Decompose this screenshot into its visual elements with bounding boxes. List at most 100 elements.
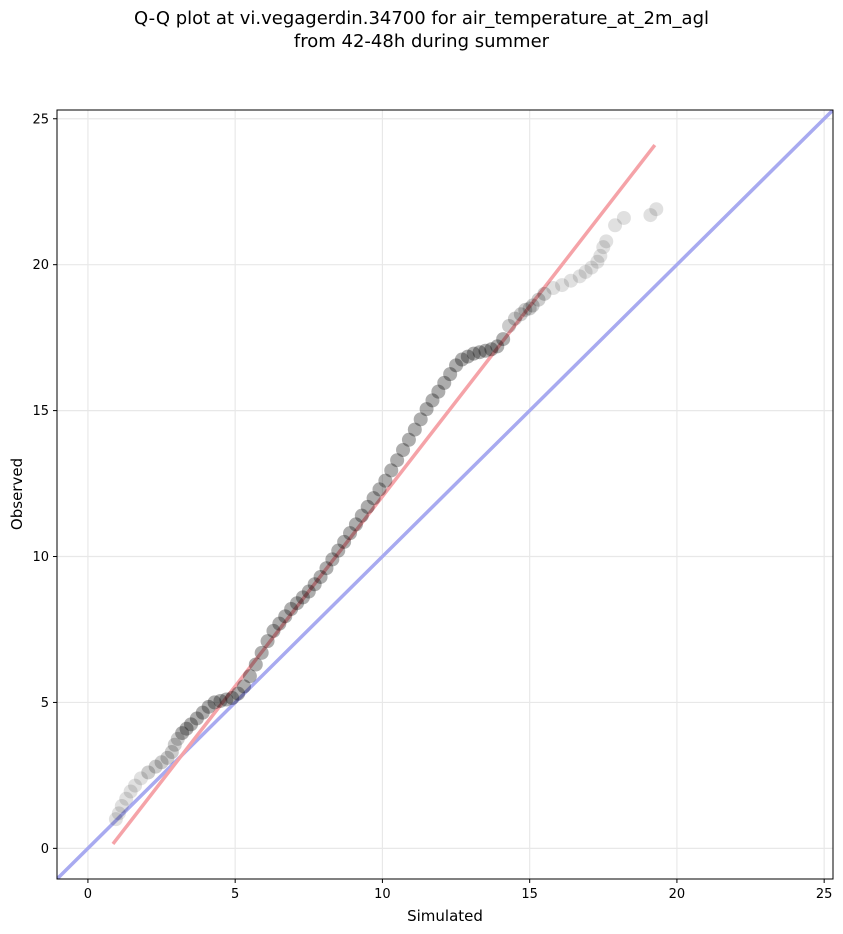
data-point [643, 208, 658, 223]
y-tick-label: 0 [41, 842, 49, 857]
data-point [596, 240, 611, 255]
data-point [183, 717, 198, 732]
data-point [425, 393, 440, 408]
data-point [164, 745, 179, 760]
data-point [490, 339, 505, 354]
data-point [266, 623, 281, 638]
data-point [278, 609, 293, 624]
data-point [472, 345, 487, 360]
data-point [225, 691, 240, 706]
y-tick-label: 25 [32, 112, 49, 127]
plot-area [57, 110, 833, 879]
data-point [114, 799, 129, 814]
y-axis-label: Observed [8, 458, 26, 530]
data-point [119, 791, 134, 806]
data-point [454, 352, 469, 367]
data-point [537, 286, 552, 301]
data-point [366, 491, 381, 506]
plot-frame [56, 109, 834, 880]
data-point [201, 699, 216, 714]
data-point [248, 657, 263, 672]
data-point [525, 298, 540, 313]
x-tick-label: 5 [231, 887, 239, 902]
data-point [175, 726, 190, 741]
data-point [478, 343, 493, 358]
data-point [290, 596, 305, 611]
data-point [466, 346, 481, 361]
data-point [599, 234, 614, 249]
data-point [384, 463, 399, 478]
data-point [331, 543, 346, 558]
data-point [237, 679, 252, 694]
data-point [111, 806, 126, 821]
data-point [460, 349, 475, 364]
data-point [396, 442, 411, 457]
data-point [128, 778, 143, 793]
data-point [546, 281, 561, 296]
data-point [593, 248, 608, 263]
data-point [372, 482, 387, 497]
data-point [195, 705, 210, 720]
data-point [141, 765, 156, 780]
data-point [649, 202, 664, 217]
data-point [555, 278, 570, 293]
x-tick-label: 25 [816, 887, 833, 902]
data-point [431, 384, 446, 399]
data-point [213, 693, 228, 708]
data-point [154, 755, 169, 770]
x-tick-label: 10 [374, 887, 391, 902]
data-point [254, 645, 269, 660]
data-point [496, 332, 511, 347]
x-tick-label: 15 [521, 887, 538, 902]
data-point [578, 264, 593, 279]
data-point [407, 422, 422, 437]
data-point [572, 269, 587, 284]
data-point [443, 367, 458, 382]
data-point [590, 254, 605, 269]
y-tick-label: 15 [32, 404, 49, 419]
data-point [272, 616, 287, 631]
data-point [348, 517, 363, 532]
data-point [522, 301, 537, 316]
x-tick-label: 0 [84, 887, 92, 902]
data-point [531, 292, 546, 307]
data-point [167, 737, 182, 752]
data-point [307, 577, 322, 592]
x-tick-label: 20 [669, 887, 686, 902]
data-point [189, 711, 204, 726]
axis-ticks: 0 5 10 15 20 25 0 5 10 15 20 25 [32, 112, 832, 902]
grid [57, 110, 833, 879]
data-point [401, 432, 416, 447]
data-point [123, 784, 138, 799]
data-point [170, 731, 185, 746]
data-point [319, 561, 334, 576]
data-point [608, 218, 623, 233]
data-point [179, 721, 194, 736]
data-point [518, 302, 533, 317]
data-point [207, 695, 222, 710]
data-point [507, 311, 522, 326]
data-point [584, 260, 599, 275]
data-point [484, 342, 499, 357]
y-tick-label: 20 [32, 258, 49, 273]
data-point [343, 526, 358, 541]
data-point [133, 771, 148, 786]
data-point [563, 273, 578, 288]
data-point [284, 602, 299, 617]
data-point [219, 692, 234, 707]
data-point [313, 569, 328, 584]
data-point [616, 210, 631, 225]
data-point [160, 750, 175, 765]
data-point [378, 473, 393, 488]
chart-title-line-1: Q-Q plot at vi.vegagerdin.34700 for air_… [134, 8, 709, 29]
data-point [390, 453, 405, 468]
data-point [295, 590, 310, 605]
data-point [419, 402, 434, 417]
x-axis-label: Simulated [407, 907, 483, 925]
data-point [513, 307, 528, 322]
data-point [413, 412, 428, 427]
data-point [449, 358, 464, 373]
chart-title-line-2: from 42-48h during summer [293, 31, 550, 52]
data-point [231, 686, 246, 701]
